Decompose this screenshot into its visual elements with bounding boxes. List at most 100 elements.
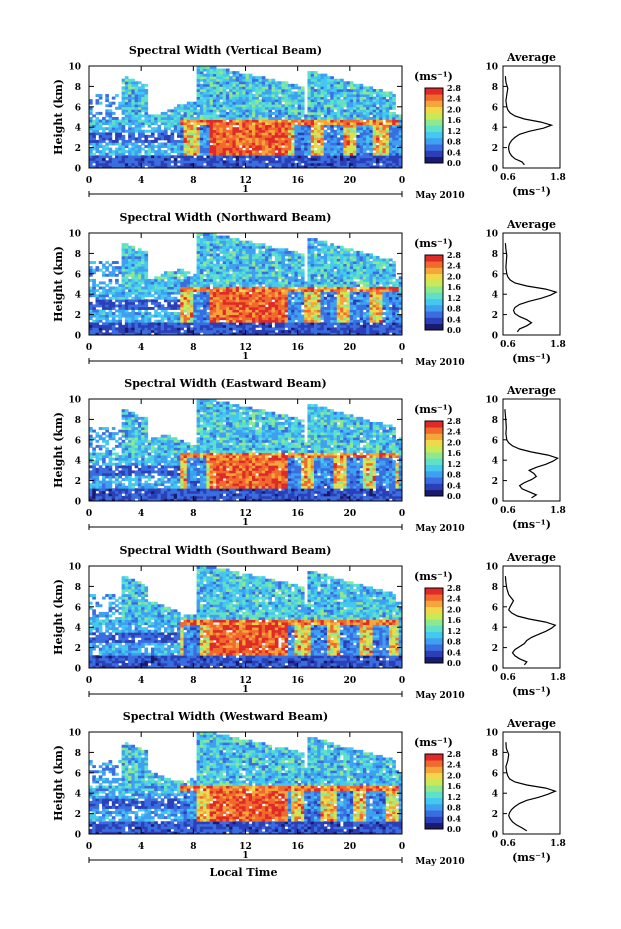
heatmap-cell xyxy=(317,81,321,85)
heatmap-cell xyxy=(157,304,162,308)
heatmap-cell xyxy=(95,132,100,136)
heatmap-cell xyxy=(121,245,126,249)
heatmap-cell xyxy=(222,263,227,267)
heatmap-cell xyxy=(232,111,237,115)
heatmap-cell xyxy=(323,129,328,133)
heatmap-cell xyxy=(160,284,165,287)
heatmap-cell xyxy=(128,94,132,97)
heatmap-cell xyxy=(333,124,338,128)
heatmap-cell xyxy=(248,281,253,285)
heatmap-cell xyxy=(219,129,224,133)
heatmap-cell xyxy=(353,142,357,146)
heatmap-cell xyxy=(105,299,109,303)
heatmap-cell xyxy=(323,76,328,80)
heatmap-cell xyxy=(163,117,168,120)
heatmap-cell xyxy=(121,88,126,92)
heatmap-cell xyxy=(235,324,240,328)
heatmap-cell xyxy=(274,162,279,166)
heatmap-cell xyxy=(294,306,299,310)
heatmap-cell xyxy=(300,119,305,123)
heatmap-cell xyxy=(170,114,175,118)
heatmap-cell xyxy=(271,301,276,305)
heatmap-cell xyxy=(333,119,338,123)
heatmap-cell xyxy=(190,299,194,303)
heatmap-cell xyxy=(242,94,246,97)
heatmap-cell xyxy=(346,104,351,108)
heatmap-cell xyxy=(137,106,142,110)
heatmap-cell xyxy=(268,258,272,262)
heatmap-cell xyxy=(307,73,312,77)
heatmap-cell xyxy=(222,314,227,318)
heatmap-cell xyxy=(89,139,93,143)
heatmap-cell xyxy=(327,142,331,146)
heatmap-cell xyxy=(196,83,201,87)
heatmap-cell xyxy=(343,122,347,126)
heatmap-cell xyxy=(346,94,351,97)
heatmap-cell xyxy=(199,127,204,131)
heatmap-cell xyxy=(304,160,308,164)
heatmap-cell xyxy=(307,255,312,259)
heatmap-cell xyxy=(346,157,351,161)
heatmap-cell xyxy=(144,122,149,126)
heatmap-cell xyxy=(255,319,259,323)
heatmap-cell xyxy=(291,129,295,133)
heatmap-cell xyxy=(173,145,178,148)
heatmap-cell xyxy=(186,289,191,293)
heatmap-cell xyxy=(216,312,220,315)
heatmap-cell xyxy=(284,289,289,293)
heatmap-cell xyxy=(252,261,256,264)
heatmap-cell xyxy=(154,129,158,133)
heatmap-cell xyxy=(163,127,168,131)
heatmap-cell xyxy=(265,122,269,126)
heatmap-cell xyxy=(265,324,269,328)
heatmap-cell xyxy=(111,96,116,100)
heatmap-cell xyxy=(252,289,256,293)
heatmap-cell xyxy=(177,122,181,126)
heatmap-cell xyxy=(229,304,233,308)
heatmap-cell xyxy=(131,134,136,138)
heatmap-cell xyxy=(118,132,122,136)
heatmap-cell xyxy=(330,104,334,108)
heatmap-cell xyxy=(362,152,367,156)
heatmap-cell xyxy=(154,137,158,141)
heatmap-cell xyxy=(278,106,282,110)
heatmap-cell xyxy=(369,111,374,115)
heatmap-cell xyxy=(343,162,347,166)
panel-title: Spectral Width (Vertical Beam) xyxy=(129,44,322,57)
heatmap-cell xyxy=(141,129,145,133)
heatmap-cell xyxy=(281,88,286,92)
heatmap-cell xyxy=(336,99,341,103)
heatmap-cell xyxy=(281,250,286,254)
heatmap-cell xyxy=(242,329,246,333)
heatmap-cell xyxy=(121,314,126,318)
heatmap-cell xyxy=(170,150,175,154)
heatmap-cell xyxy=(336,83,341,87)
heatmap-cell xyxy=(287,322,292,326)
heatmap-cell xyxy=(225,332,230,336)
heatmap-cell xyxy=(395,132,400,136)
heatmap-cell xyxy=(278,266,282,270)
heatmap-cell xyxy=(219,114,224,118)
heatmap-cell xyxy=(196,68,201,72)
heatmap-cell xyxy=(190,157,194,161)
heatmap-cell xyxy=(291,162,295,166)
heatmap-cell xyxy=(385,165,390,169)
heatmap-cell xyxy=(330,137,334,141)
heatmap-cell xyxy=(92,132,96,136)
heatmap-cell xyxy=(222,122,227,126)
heatmap-cell xyxy=(245,314,250,318)
heatmap-cell xyxy=(183,134,188,138)
heatmap-cell xyxy=(242,129,246,133)
heatmap-cell xyxy=(206,327,211,331)
heatmap-cell xyxy=(255,104,259,108)
heatmap-cell xyxy=(203,165,207,169)
heatmap-cell xyxy=(219,332,224,336)
heatmap-cell xyxy=(173,329,178,333)
heatmap-cell xyxy=(186,101,191,105)
heatmap-cell xyxy=(310,147,315,151)
heatmap-cell xyxy=(209,162,214,166)
heatmap-cell xyxy=(274,155,279,159)
heatmap-cell xyxy=(199,273,204,277)
heatmap-cell xyxy=(268,289,272,293)
heatmap-cell xyxy=(238,94,243,97)
